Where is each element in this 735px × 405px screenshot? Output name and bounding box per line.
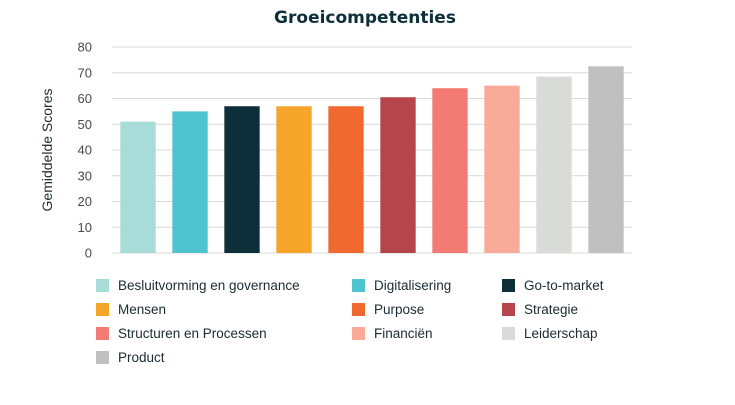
legend-item: Structuren en Processen bbox=[96, 324, 352, 342]
y-tick-label: 70 bbox=[78, 65, 92, 80]
bar bbox=[172, 111, 208, 253]
legend-item: Financiën bbox=[352, 324, 502, 342]
bar bbox=[276, 106, 312, 253]
legend-item: Go-to-market bbox=[502, 276, 652, 294]
bar bbox=[588, 66, 624, 253]
y-tick-label: 20 bbox=[78, 194, 92, 209]
legend-swatch bbox=[502, 326, 515, 340]
y-tick-labels: 0 10 20 30 40 50 60 70 80 bbox=[78, 40, 92, 261]
bar bbox=[224, 106, 260, 253]
legend-label: Structuren en Processen bbox=[118, 325, 267, 341]
legend-swatch bbox=[352, 326, 365, 340]
y-tick-label: 0 bbox=[85, 246, 92, 261]
legend-swatch bbox=[96, 350, 109, 364]
legend-swatch bbox=[502, 278, 515, 292]
bar bbox=[380, 97, 416, 254]
bar bbox=[120, 121, 156, 253]
legend-swatch bbox=[502, 302, 515, 316]
legend-swatch bbox=[96, 302, 109, 316]
y-tick-label: 60 bbox=[78, 91, 92, 106]
y-tick-label: 30 bbox=[78, 168, 92, 183]
y-tick-label: 40 bbox=[78, 143, 92, 158]
bar bbox=[328, 106, 364, 253]
legend-swatch bbox=[352, 302, 365, 316]
legend-item: Product bbox=[96, 348, 352, 366]
legend-item: Strategie bbox=[502, 300, 652, 318]
legend-label: Financiën bbox=[374, 325, 433, 341]
legend-item: Besluitvorming en governance bbox=[96, 276, 352, 294]
legend-label: Strategie bbox=[524, 301, 579, 317]
legend-swatch bbox=[96, 326, 109, 340]
legend-item: Digitalisering bbox=[352, 276, 502, 294]
legend-label: Mensen bbox=[118, 301, 167, 317]
legend-swatch bbox=[96, 278, 109, 292]
bar bbox=[432, 88, 468, 253]
legend-item: Mensen bbox=[96, 300, 352, 318]
legend-label: Purpose bbox=[374, 301, 425, 317]
legend: Besluitvorming en governance Digitaliseri… bbox=[96, 276, 656, 366]
bar bbox=[484, 85, 520, 253]
legend-item: Purpose bbox=[352, 300, 502, 318]
legend-label: Digitalisering bbox=[374, 277, 452, 293]
y-tick-label: 50 bbox=[78, 117, 92, 132]
y-tick-label: 80 bbox=[78, 40, 92, 55]
y-tick-label: 10 bbox=[78, 220, 92, 235]
bar bbox=[536, 76, 572, 253]
legend-label: Leiderschap bbox=[524, 325, 598, 341]
legend-label: Besluitvorming en governance bbox=[118, 277, 300, 293]
legend-item: Leiderschap bbox=[502, 324, 652, 342]
legend-swatch bbox=[352, 278, 365, 292]
legend-label: Product bbox=[118, 349, 165, 365]
bars bbox=[120, 66, 624, 254]
chart-title: Groeicompetenties bbox=[274, 8, 456, 28]
legend-label: Go-to-market bbox=[524, 277, 604, 293]
y-axis-label: Gemiddelde Scores bbox=[39, 89, 55, 212]
